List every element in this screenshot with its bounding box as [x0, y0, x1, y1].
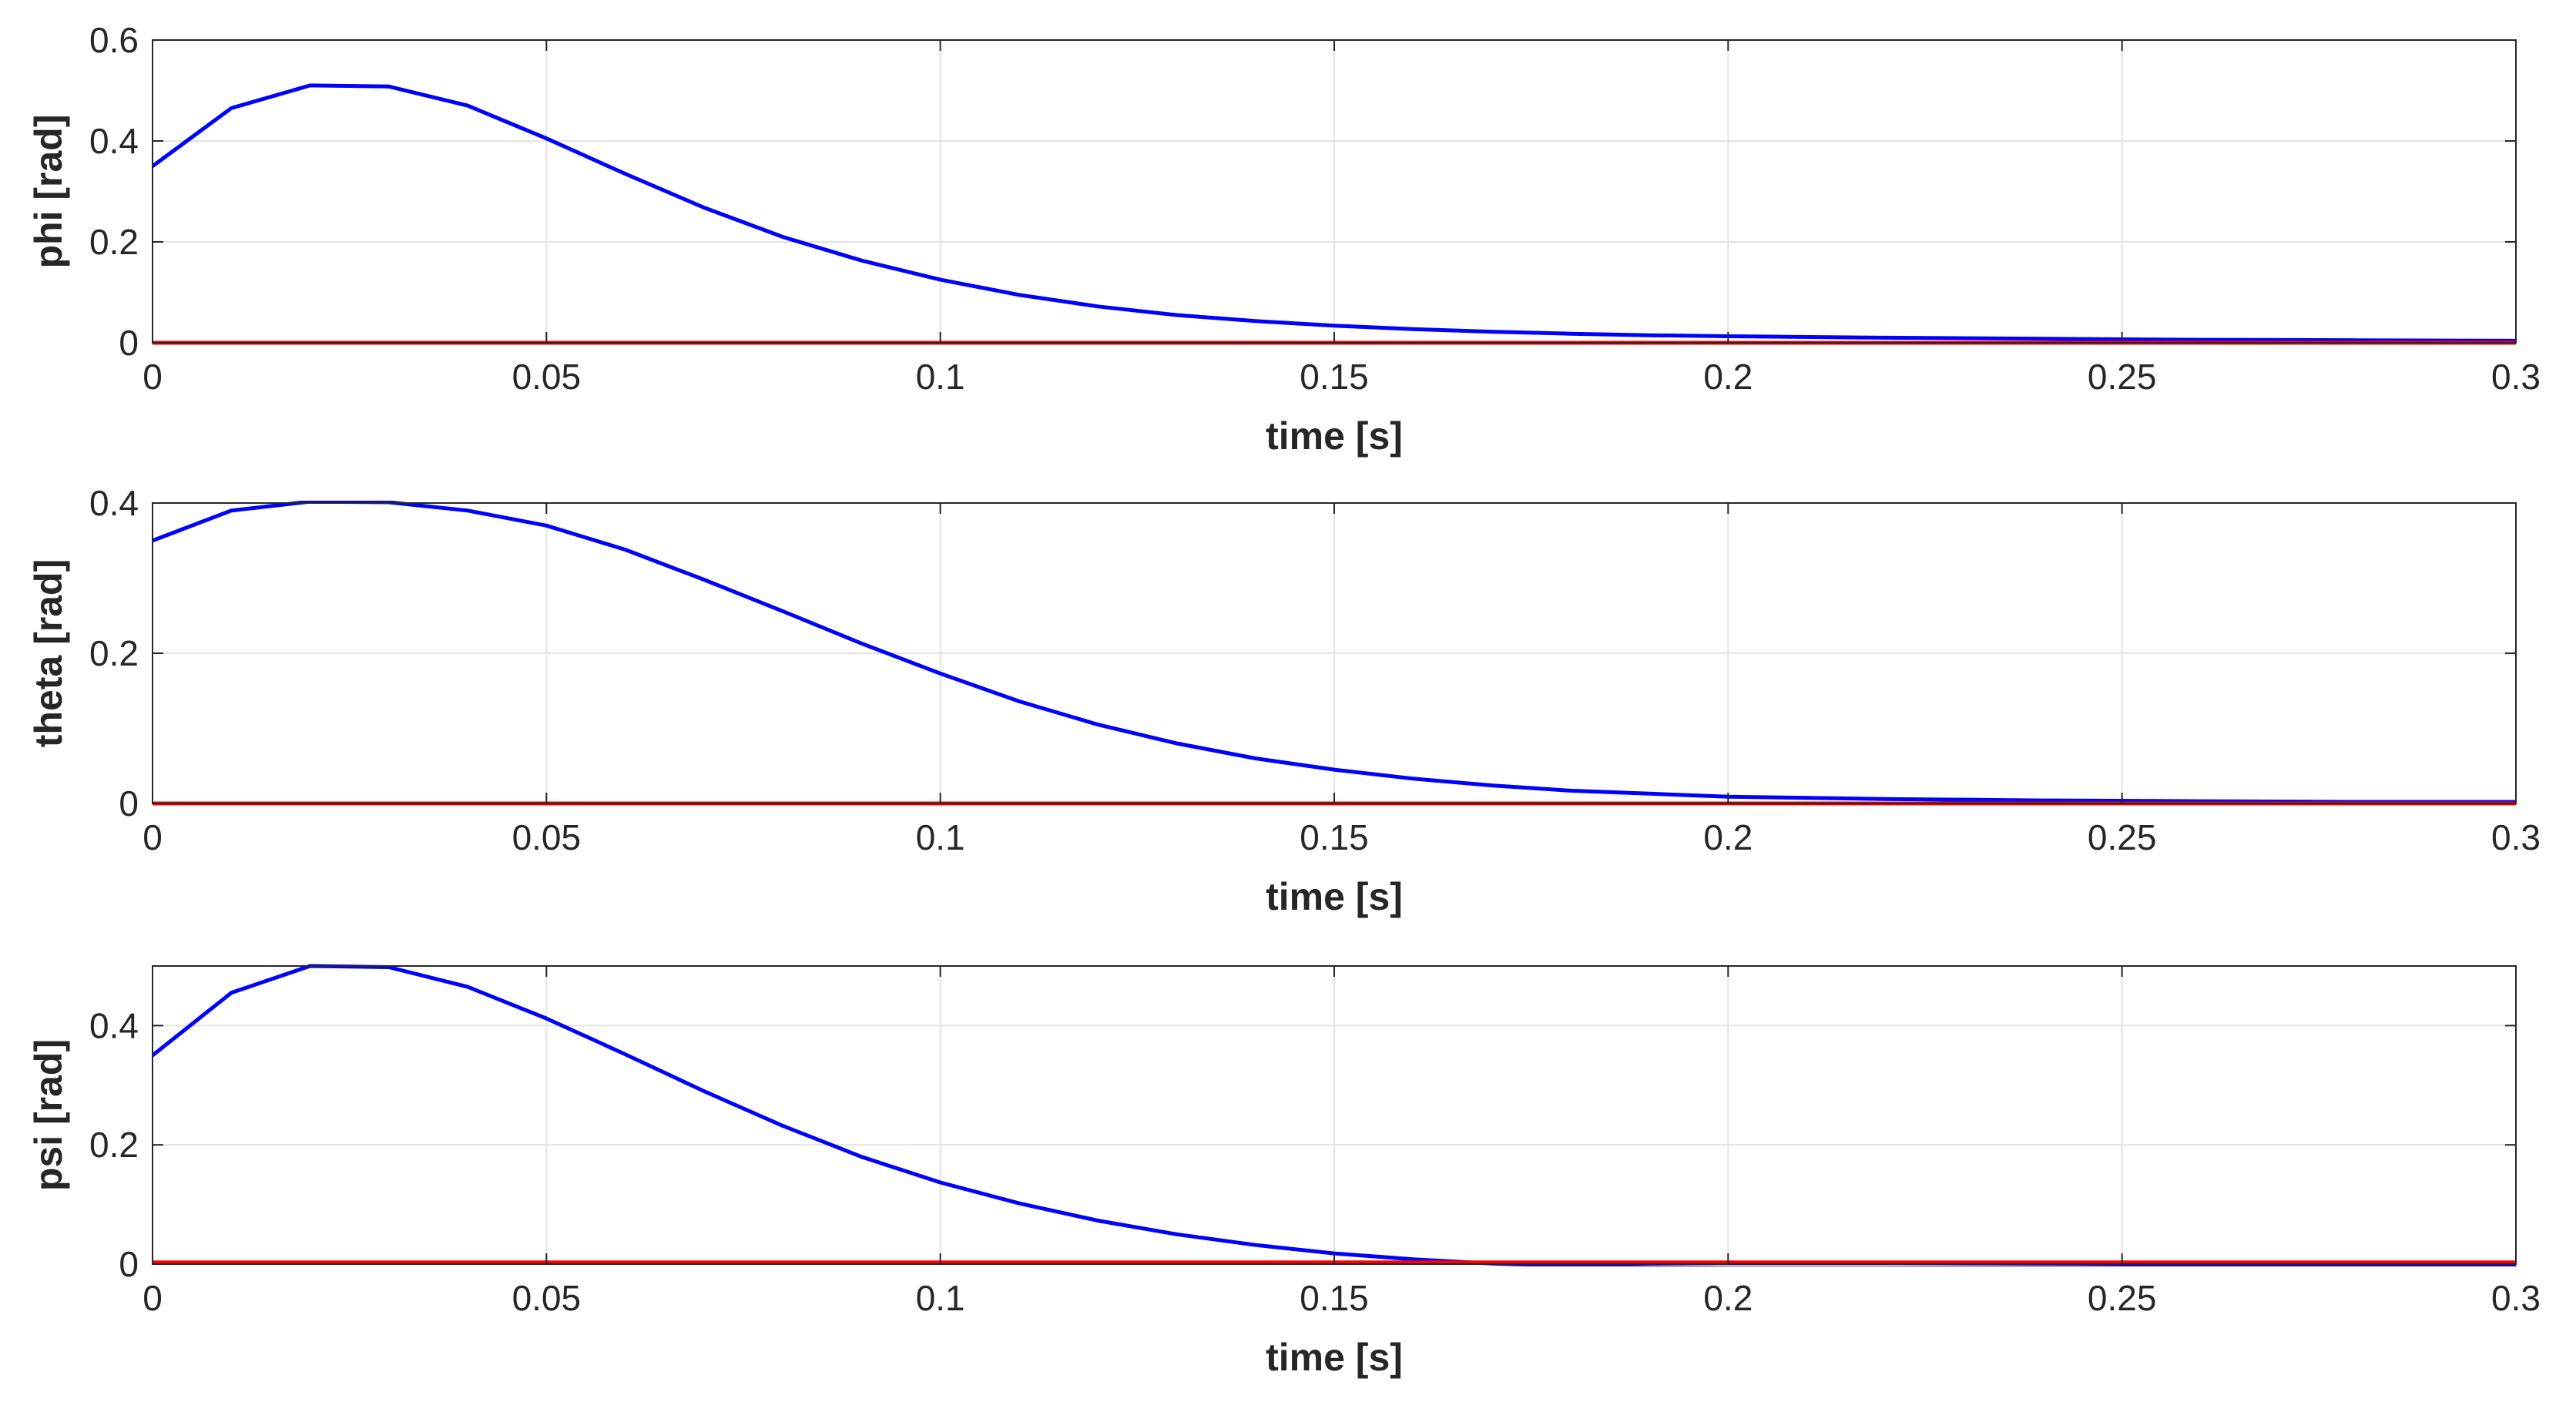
y-tick-label: 0 — [119, 1244, 139, 1284]
x-tick-label: 0.3 — [2491, 817, 2541, 857]
y-tick-label: 0.4 — [89, 121, 139, 161]
x-tick-label: 0.05 — [512, 817, 582, 857]
x-tick-label: 0.3 — [2491, 357, 2541, 397]
x-tick-label: 0.25 — [2088, 357, 2157, 397]
x-tick-label: 0.1 — [916, 817, 965, 857]
subplot-1: 0 0.05 0.1 0.15 0.2 0.25 0.3 0 0.2 0.4 0.6 time [s]… — [27, 20, 2541, 458]
x-tick-label: 0.1 — [916, 1278, 965, 1318]
x-tick-label: 0 — [143, 1278, 163, 1318]
x-tick-label: 0.25 — [2088, 1278, 2157, 1318]
series-line-response — [153, 501, 2516, 804]
y-tick-label: 0.2 — [89, 633, 139, 673]
y-tick-label: 0 — [119, 783, 139, 823]
x-tick-label: 0.15 — [1300, 1278, 1369, 1318]
y-tick-label: 0.2 — [89, 222, 139, 262]
x-tick-label: 0.3 — [2491, 1278, 2541, 1318]
subplot-3: 0 0.05 0.1 0.15 0.2 0.25 0.3 0 0.2 0.4 time [s] psi… — [27, 964, 2541, 1379]
x-tick-label: 0.05 — [512, 1278, 582, 1318]
x-tick-label: 0.2 — [1703, 1278, 1753, 1318]
y-axis-label: theta [rad] — [27, 559, 70, 747]
x-tick-label: 0.05 — [512, 357, 582, 397]
y-tick-label: 0.6 — [89, 20, 139, 60]
x-tick-label: 0 — [143, 357, 163, 397]
x-tick-label: 0.15 — [1300, 357, 1369, 397]
x-tick-label: 0.15 — [1300, 817, 1369, 857]
x-axis-label: time [s] — [1266, 414, 1403, 458]
series-line-response — [153, 83, 2516, 343]
x-axis-label: time [s] — [1266, 875, 1403, 918]
x-axis-label: time [s] — [1266, 1336, 1403, 1379]
x-tick-label: 0.1 — [916, 357, 965, 397]
x-tick-label: 0.2 — [1703, 817, 1753, 857]
subplot-2: 0 0.05 0.1 0.15 0.2 0.25 0.3 0 0.2 0.4 time [s] the… — [27, 483, 2541, 918]
y-tick-label: 0.4 — [89, 1005, 139, 1045]
y-axis-label: phi [rad] — [27, 115, 70, 269]
x-tick-label: 0.2 — [1703, 357, 1753, 397]
y-tick-label: 0.4 — [89, 483, 139, 523]
x-tick-label: 0 — [143, 817, 163, 857]
y-tick-label: 0.2 — [89, 1125, 139, 1165]
y-axis-label: psi [rad] — [27, 1039, 70, 1191]
series-line-response — [153, 964, 2516, 1266]
y-tick-label: 0 — [119, 323, 139, 363]
x-tick-label: 0.25 — [2088, 817, 2157, 857]
